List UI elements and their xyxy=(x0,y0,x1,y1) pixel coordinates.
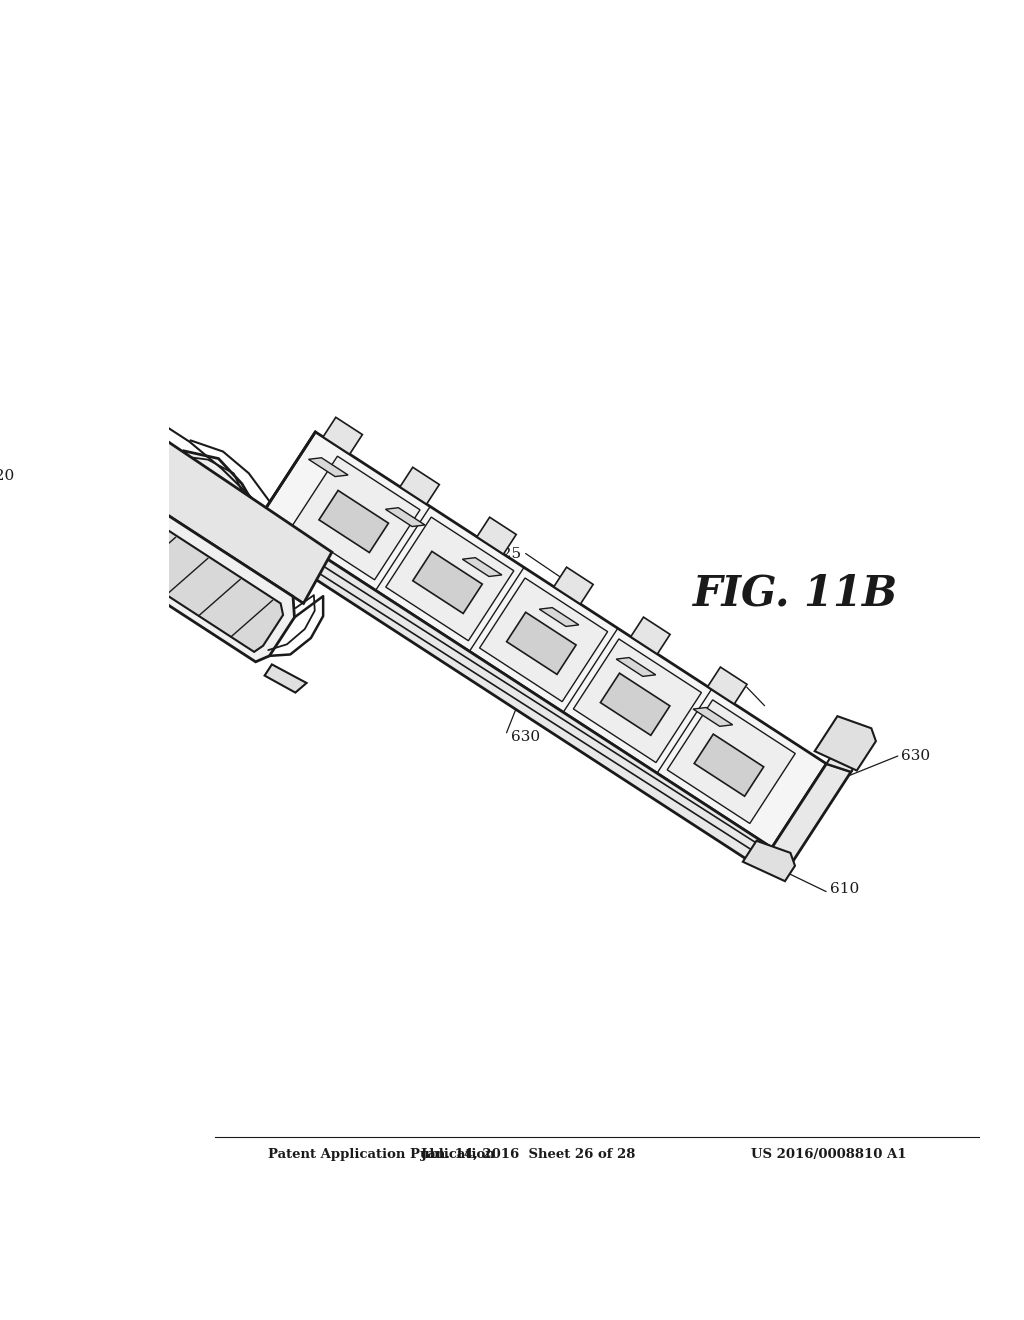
Polygon shape xyxy=(400,467,439,504)
Polygon shape xyxy=(261,432,826,847)
Polygon shape xyxy=(616,657,655,676)
Text: 610: 610 xyxy=(830,882,859,896)
Text: 630: 630 xyxy=(511,730,540,744)
Polygon shape xyxy=(631,618,670,653)
Polygon shape xyxy=(292,457,420,579)
Polygon shape xyxy=(759,764,851,875)
Polygon shape xyxy=(71,414,332,603)
Polygon shape xyxy=(694,734,764,796)
Polygon shape xyxy=(477,517,516,554)
Polygon shape xyxy=(479,578,607,702)
Polygon shape xyxy=(386,517,514,640)
Polygon shape xyxy=(742,841,795,882)
Polygon shape xyxy=(693,708,732,726)
Polygon shape xyxy=(264,664,306,693)
Text: 630: 630 xyxy=(901,748,930,763)
Text: 620: 620 xyxy=(0,469,14,483)
Polygon shape xyxy=(324,417,362,454)
Polygon shape xyxy=(554,568,593,605)
Text: Patent Application Publication: Patent Application Publication xyxy=(268,1147,495,1160)
Polygon shape xyxy=(668,700,796,824)
Text: US 2016/0008810 A1: US 2016/0008810 A1 xyxy=(751,1147,906,1160)
Polygon shape xyxy=(59,479,283,652)
Polygon shape xyxy=(540,607,579,627)
Text: 615: 615 xyxy=(714,680,742,694)
Polygon shape xyxy=(600,673,670,735)
Polygon shape xyxy=(385,508,425,527)
Polygon shape xyxy=(413,552,482,614)
Text: 625: 625 xyxy=(493,546,521,561)
Polygon shape xyxy=(507,612,577,675)
Polygon shape xyxy=(248,516,772,867)
Polygon shape xyxy=(463,557,502,577)
Polygon shape xyxy=(826,742,865,772)
Text: FIG. 11B: FIG. 11B xyxy=(692,573,898,614)
Polygon shape xyxy=(319,491,388,553)
Polygon shape xyxy=(164,451,261,536)
Polygon shape xyxy=(308,458,348,477)
Polygon shape xyxy=(573,639,701,763)
Polygon shape xyxy=(48,461,295,661)
Text: Jan. 14, 2016  Sheet 26 of 28: Jan. 14, 2016 Sheet 26 of 28 xyxy=(421,1147,635,1160)
Polygon shape xyxy=(708,667,746,704)
Polygon shape xyxy=(815,717,876,771)
